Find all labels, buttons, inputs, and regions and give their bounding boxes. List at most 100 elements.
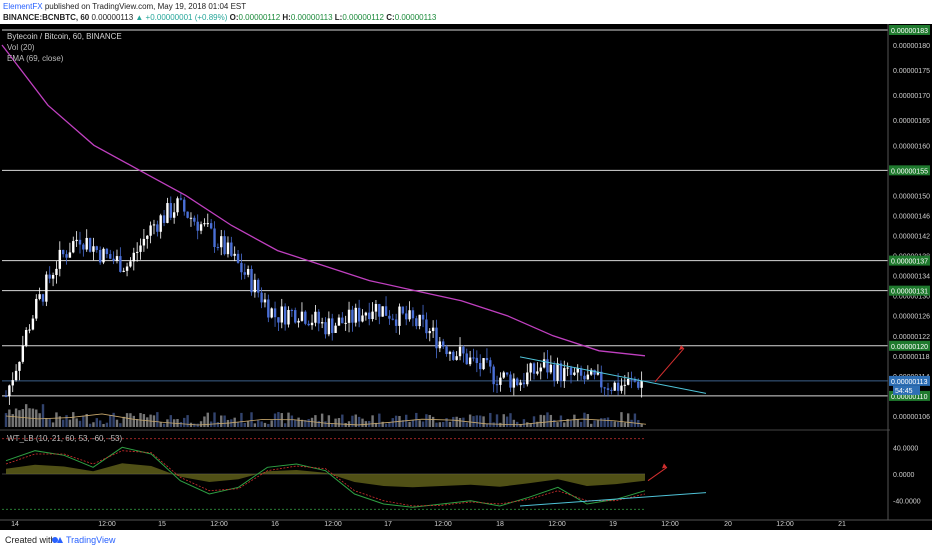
candle-body — [176, 198, 179, 213]
candle-body — [337, 317, 341, 326]
volume-bar — [28, 408, 31, 427]
volume-bar — [596, 420, 600, 427]
trend-line — [519, 356, 707, 394]
oscillator-arrow-head-icon — [662, 463, 667, 469]
low-key: L: — [334, 13, 343, 22]
volume-bar — [613, 421, 616, 427]
candle-body — [516, 378, 519, 386]
candle-body — [290, 309, 294, 311]
volume-bar — [452, 416, 455, 427]
volume-bar — [119, 423, 122, 427]
candle-body — [579, 368, 583, 376]
candle-body — [479, 363, 482, 370]
candle-body — [499, 377, 502, 385]
level-label-box — [889, 255, 930, 266]
chart-svg[interactable]: 40.00000.0000-40.0000 0.000001800.000001… — [0, 24, 932, 530]
candle-body — [283, 306, 287, 325]
candle-body — [381, 306, 384, 317]
candle-body — [616, 382, 620, 391]
volume-bar — [35, 409, 38, 427]
price-tick-label: 0.00000150 — [893, 193, 930, 200]
volume-bar — [455, 416, 458, 427]
volume-bar — [58, 416, 62, 427]
candle-body — [344, 322, 347, 324]
volume-bar — [421, 421, 425, 427]
candle-body — [105, 248, 109, 255]
volume-bar — [563, 422, 566, 427]
candle-body — [391, 318, 394, 320]
chart-area[interactable]: 40.0000 0.0000 -40.0000 0.00000180 0.000001… — [0, 24, 932, 530]
countdown-box — [893, 385, 920, 395]
time-tick-label: 17 — [384, 521, 392, 528]
volume-bar — [556, 422, 559, 427]
volume-bar — [479, 415, 482, 427]
candle-body — [4, 395, 8, 397]
candle-body — [405, 313, 408, 320]
symbol-info: BINANCE:BCNBTC, 60 0.00000113 ▲ +0.00000… — [3, 13, 436, 22]
wt2-line — [5, 450, 646, 507]
candle-body — [243, 272, 246, 275]
volume-bar — [600, 418, 603, 427]
candle-body — [260, 292, 263, 303]
created-with-text: Created with — [5, 535, 56, 545]
volume-bar — [317, 420, 320, 427]
wt1-line — [5, 446, 646, 508]
candle-body — [300, 311, 304, 321]
price-tick-label: 0.00000180 — [893, 43, 930, 50]
volume-ma-line — [5, 413, 647, 426]
volume-bar — [176, 418, 179, 427]
candle-body — [431, 327, 435, 332]
volume-bar — [169, 415, 172, 427]
price-tick-label: 0.00000175 — [893, 68, 930, 75]
volume-bar — [482, 416, 485, 427]
candle-body — [482, 358, 485, 370]
level-label-box — [889, 375, 930, 386]
volume-bar — [492, 422, 495, 427]
candle-body — [61, 249, 65, 255]
candle-body — [620, 385, 623, 391]
volume-bar — [55, 412, 58, 427]
volume-bar — [522, 419, 526, 427]
time-tick-label: 12:00 — [98, 521, 116, 528]
level-label-box — [889, 340, 930, 351]
candle-body — [505, 372, 509, 375]
volume-bar — [357, 416, 361, 427]
volume-bar — [418, 420, 421, 427]
published-text: published on TradingView.com, May 19, 20… — [44, 2, 247, 11]
candle-body — [384, 306, 388, 316]
time-tick-label: 12:00 — [776, 521, 794, 528]
volume-bar — [485, 423, 489, 427]
tradingview-link[interactable]: TradingView — [66, 535, 116, 545]
candle-body — [347, 309, 351, 323]
candle-body — [209, 223, 213, 229]
time-tick-label: 12:00 — [548, 521, 566, 528]
author-link[interactable]: ElementFX — [3, 2, 43, 11]
candle-body — [68, 252, 72, 258]
candle-body — [421, 314, 425, 320]
candle-body — [24, 329, 28, 346]
volume-bar — [620, 412, 623, 427]
candle-body — [492, 366, 495, 385]
volume-bar — [552, 419, 556, 427]
volume-bar — [307, 419, 310, 427]
volume-bar — [519, 423, 522, 427]
candle-body — [273, 308, 277, 318]
volume-bar — [610, 420, 613, 427]
price-tick-label: 0.00000126 — [893, 314, 930, 321]
candle-body — [411, 310, 415, 319]
candle-body — [45, 274, 48, 302]
candles — [4, 192, 643, 405]
oscillator-tick-label: -40.0000 — [893, 499, 921, 506]
volume-bar — [179, 422, 183, 427]
candle-body — [88, 237, 92, 252]
volume-bar — [246, 421, 250, 427]
volume-bar — [438, 422, 442, 427]
price-change: +0.00000001 (+0.89%) — [145, 13, 228, 22]
time-tick-label: 12:00 — [661, 521, 679, 528]
volume-bar — [391, 418, 394, 427]
candle-body — [21, 345, 25, 362]
candle-body — [566, 367, 569, 369]
candle-body — [610, 389, 613, 391]
candle-body — [626, 378, 630, 385]
volume-bar — [115, 419, 119, 427]
